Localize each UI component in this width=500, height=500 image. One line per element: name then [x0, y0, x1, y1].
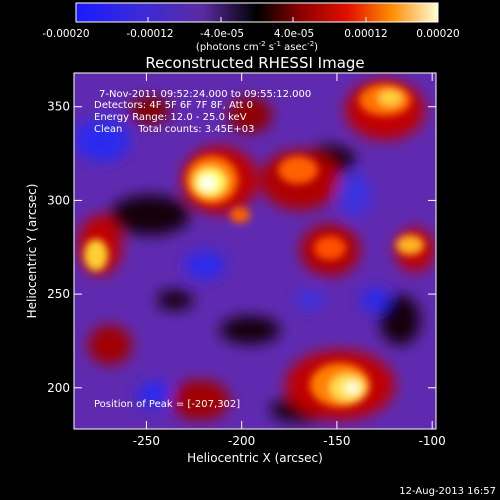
- x-tick-label: -150: [323, 434, 350, 448]
- colorbar-tick-label: 0.00020: [416, 28, 459, 40]
- y-tick-label: 200: [47, 381, 70, 395]
- time-range-label: 7-Nov-2011 09:52:24.000 to 09:55:12.000: [99, 89, 311, 100]
- colorbar-tick-label: -4.0e-05: [200, 28, 244, 40]
- colorbar-tick-label: 0.00012: [344, 28, 387, 40]
- colorbar-tick-label: 4.0e-05: [274, 28, 314, 40]
- colorbar-ticks: [75, 17, 439, 22]
- y-tick-label: 250: [47, 287, 70, 301]
- colorbar: [75, 2, 439, 23]
- footer-timestamp: 12-Aug-2013 16:57: [399, 486, 496, 497]
- x-tick-label: -200: [228, 434, 255, 448]
- detectors-label: Detectors: 4F 5F 6F 7F 8F, Att 0: [94, 100, 253, 111]
- colorbar-tick-label: -0.00020: [42, 28, 89, 40]
- x-axis-label: Heliocentric X (arcsec): [187, 451, 323, 465]
- plot-frame: [73, 72, 437, 430]
- rhessi-image: [74, 73, 436, 429]
- x-tick-label: -250: [133, 434, 160, 448]
- colorbar-unit-label: (photons cm-2 s-1 asec-2): [196, 40, 318, 53]
- peak-position-label: Position of Peak = [-207,302]: [94, 399, 240, 410]
- x-axis-ticks: [145, 73, 433, 429]
- y-axis-label: Heliocentric Y (arcsec): [25, 184, 39, 319]
- colorbar-tick-label: -0.00012: [126, 28, 173, 40]
- y-tick-label: 350: [47, 100, 70, 114]
- y-axis-ticks: [74, 106, 436, 389]
- x-tick-label: -100: [419, 434, 446, 448]
- clean-total-counts-label: Clean Total counts: 3.45E+03: [94, 124, 254, 135]
- energy-range-label: Energy Range: 12.0 - 25.0 keV: [94, 112, 247, 123]
- y-tick-label: 300: [47, 193, 70, 207]
- plot-title: Reconstructed RHESSI Image: [145, 54, 364, 72]
